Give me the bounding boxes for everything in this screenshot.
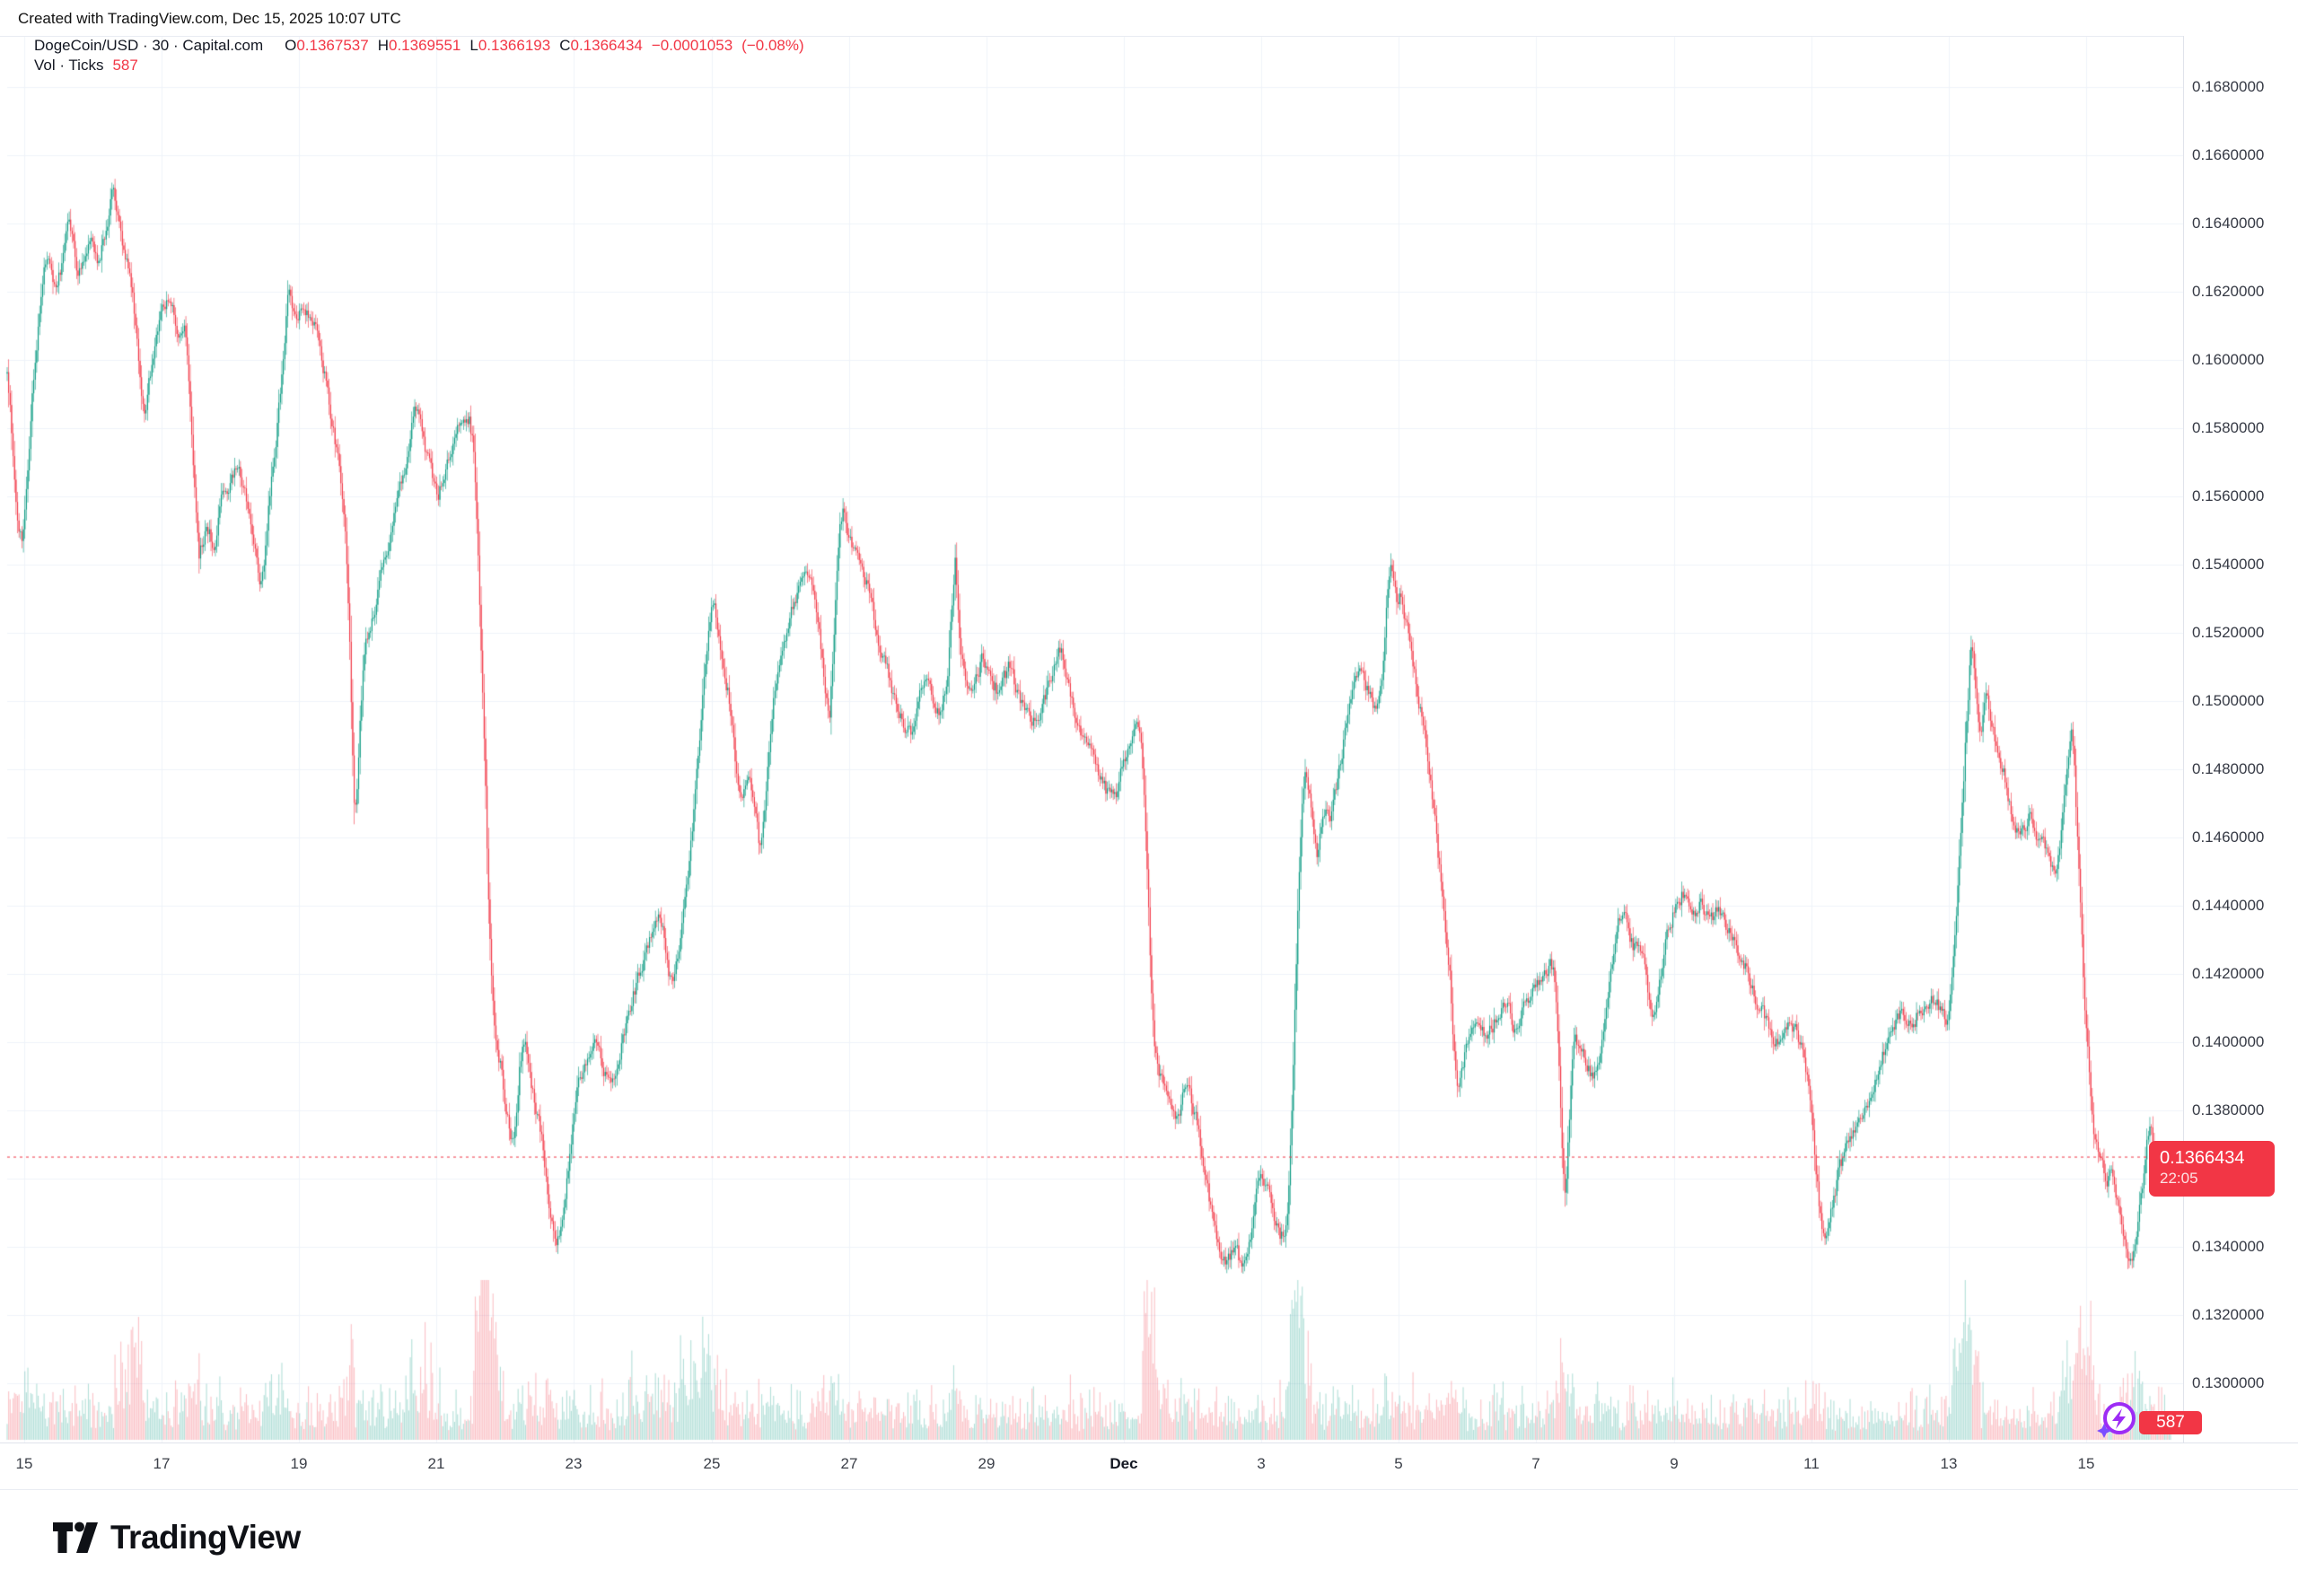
price-tick-label: 0.1320000 [2192,1306,2265,1323]
header-divider [0,36,2298,37]
current-price-badge: 0.1366434 22:05 [2149,1141,2275,1197]
legend-open: O0.1367537 [285,37,369,55]
time-tick-label: 23 [565,1455,583,1472]
price-tick-label: 0.1600000 [2192,351,2265,368]
lightning-icon [2097,1402,2136,1438]
change-percent: (−0.08%) [741,36,804,54]
price-tick-label: 0.1400000 [2192,1033,2265,1050]
change-value: −0.0001053 [651,36,733,54]
legend-volume-row: Vol · Ticks 587 [34,56,804,75]
watermark-header: Created with TradingView.com, Dec 15, 20… [18,7,401,31]
volume-badge: 587 [2139,1411,2202,1434]
time-tick-label: 13 [1940,1455,1958,1472]
tradingview-logo-text: TradingView [110,1519,301,1556]
volume-marker: 587 [2096,1397,2202,1443]
price-tick-label: 0.1340000 [2192,1238,2265,1255]
price-tick-label: 0.1620000 [2192,283,2265,300]
legend: DogeCoin/USD · 30 · Capital.com O0.13675… [34,36,804,75]
time-tick-label: 11 [1803,1455,1820,1472]
price-tick-label: 0.1660000 [2192,146,2265,163]
time-tick-label: 27 [840,1455,858,1472]
current-price-time: 22:05 [2160,1170,2198,1187]
time-tick-label: 15 [2077,1455,2095,1472]
price-tick-label: 0.1520000 [2192,624,2265,641]
price-tick-label: 0.1540000 [2192,556,2265,573]
volume-value: 587 [112,56,138,74]
close-value: 0.1366434 [570,36,643,54]
tradingview-logo[interactable]: TradingView [52,1519,301,1557]
price-tick-label: 0.1480000 [2192,760,2265,777]
price-tick-label: 0.1460000 [2192,829,2265,846]
close-label: C [559,36,571,54]
time-axis[interactable]: 15 17 19 21 23 25 27 29 Dec 3 5 7 9 11 13 15 [0,1443,2298,1490]
high-value: 0.1369551 [389,36,461,54]
time-tick-label: 9 [1670,1455,1679,1472]
legend-close: C0.1366434 [559,37,643,55]
price-tick-label: 0.1640000 [2192,215,2265,232]
volume-label: Vol · Ticks [34,56,104,74]
time-tick-label: 7 [1531,1455,1540,1472]
symbol-title[interactable]: DogeCoin/USD · 30 · Capital.com [34,36,264,54]
price-tick-label: 0.1560000 [2192,487,2265,504]
watermark-text: Created with TradingView.com, Dec 15, 20… [18,10,401,27]
time-tick-label: 5 [1394,1455,1403,1472]
price-tick-label: 0.1420000 [2192,965,2265,982]
current-price-value: 0.1366434 [2160,1148,2245,1168]
price-tick-label: 0.1440000 [2192,897,2265,914]
open-label: O [285,36,297,54]
time-tick-label: 25 [703,1455,721,1472]
price-tick-label: 0.1580000 [2192,419,2265,436]
price-tick-label: 0.1680000 [2192,78,2265,95]
price-tick-label: 0.1300000 [2192,1374,2265,1391]
time-tick-label: 21 [427,1455,445,1472]
legend-low: L0.1366193 [469,37,550,55]
high-label: H [377,36,389,54]
time-tick-label: 15 [15,1455,33,1472]
price-tick-label: 0.1500000 [2192,692,2265,709]
time-tick-label: Dec [1110,1455,1138,1472]
price-axis[interactable]: 0.1680000 0.1660000 0.1640000 0.1620000 0.16… [2183,36,2298,1490]
price-tick-label: 0.1380000 [2192,1101,2265,1118]
time-tick-label: 19 [290,1455,308,1472]
low-label: L [469,36,478,54]
tradingview-logo-icon [53,1521,98,1553]
time-tick-label: 17 [153,1455,171,1472]
open-value: 0.1367537 [296,36,369,54]
legend-high: H0.1369551 [378,37,461,55]
low-value: 0.1366193 [478,36,551,54]
time-tick-label: 29 [978,1455,996,1472]
time-tick-label: 3 [1257,1455,1266,1472]
legend-symbol-row: DogeCoin/USD · 30 · Capital.com O0.13675… [34,36,804,55]
